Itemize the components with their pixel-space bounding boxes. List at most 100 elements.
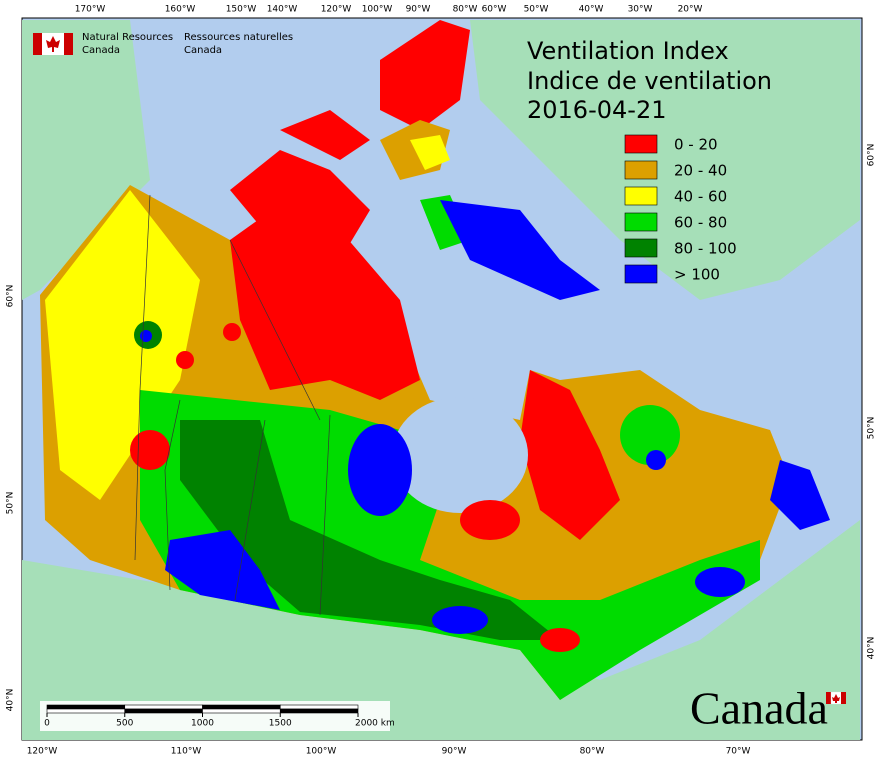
scale-label: 0 — [44, 719, 50, 729]
graticule-label: 70°W — [726, 747, 751, 757]
legend-label: 80 - 100 — [674, 240, 737, 258]
graticule-label: 40°W — [579, 5, 604, 15]
graticule-label: 100°W — [362, 5, 393, 15]
zone — [140, 330, 152, 342]
scale-segment — [46, 708, 126, 714]
legend-swatch — [624, 238, 658, 258]
legend-label: 60 - 80 — [674, 214, 727, 232]
zone — [230, 150, 370, 260]
legend-swatch — [624, 212, 658, 232]
agency-en: Natural Resources — [82, 32, 173, 43]
legend-swatch — [624, 134, 658, 154]
zone — [540, 628, 580, 652]
ventilation-zones — [40, 20, 830, 700]
legend-label: 20 - 40 — [674, 162, 727, 180]
border — [234, 419, 266, 601]
legend-swatch — [624, 264, 658, 284]
border — [319, 414, 331, 616]
scale-segment — [124, 708, 203, 714]
legend-swatch — [624, 186, 658, 206]
scale-segment — [124, 704, 203, 710]
flag-bar — [64, 33, 73, 55]
canada-wordmark: Canada — [690, 683, 846, 734]
graticule-label: 50°N — [6, 492, 16, 515]
scale-label: 2000 km — [355, 719, 395, 729]
scale-segment — [279, 704, 359, 710]
flag-bar — [841, 692, 846, 704]
zone — [223, 323, 241, 341]
zone — [695, 567, 745, 597]
agency-signature: Natural Resources Canada Ressources natu… — [33, 32, 293, 56]
legend-label: 0 - 20 — [674, 136, 718, 154]
graticule-label: 170°W — [75, 5, 106, 15]
graticule-label: 40°N — [867, 637, 877, 660]
zone — [140, 390, 760, 700]
border — [164, 399, 181, 591]
legend-label: > 100 — [674, 266, 720, 284]
graticule-label: 80°W — [580, 747, 605, 757]
graticule-label: 90°W — [442, 747, 467, 757]
graticule-label: 110°W — [171, 747, 202, 757]
border — [229, 239, 321, 421]
graticule-label: 50°W — [524, 5, 549, 15]
scale-segment — [279, 708, 359, 714]
graticule-label: 140°W — [267, 5, 298, 15]
scale-label: 500 — [116, 719, 133, 729]
scale-label: 1500 — [269, 719, 292, 729]
zone — [180, 420, 560, 640]
maple-leaf — [832, 694, 840, 703]
zone — [520, 370, 620, 540]
united-states — [22, 520, 860, 740]
graticule: 170°W 160°W 150°W 140°W 120°W 100°W 90°W 80°W 60… — [6, 5, 877, 757]
zone — [420, 195, 470, 250]
graticule-label: 50°N — [867, 417, 877, 440]
alaska — [22, 20, 150, 300]
hudson-bay — [392, 397, 528, 513]
map-title: Indice de ventilation — [527, 67, 772, 95]
graticule-label: 80°W — [453, 5, 478, 15]
flag-bar — [33, 33, 42, 55]
graticule-label: 60°N — [867, 144, 877, 167]
scale-segment — [202, 704, 281, 710]
zone — [280, 110, 370, 160]
flag-bar — [826, 692, 831, 704]
zone — [432, 606, 488, 634]
zone — [380, 20, 470, 130]
greenland — [470, 20, 860, 300]
scale-bar: 0 500 1000 1500 2000 km — [40, 701, 395, 731]
land — [22, 20, 860, 740]
zone — [620, 405, 680, 465]
graticule-label: 60°W — [482, 5, 507, 15]
graticule-label: 60°N — [6, 285, 16, 308]
zone — [460, 500, 520, 540]
graticule-label: 160°W — [165, 5, 196, 15]
map-title: Ventilation Index — [527, 37, 729, 65]
zone — [440, 200, 600, 300]
graticule-label: 90°W — [406, 5, 431, 15]
agency-en: Canada — [82, 45, 120, 56]
agency-fr: Ressources naturelles — [184, 32, 293, 43]
legend-label: 40 - 60 — [674, 188, 727, 206]
scale-segment — [202, 708, 281, 714]
zone — [130, 430, 170, 470]
wordmark: Canada — [690, 683, 828, 734]
zone — [646, 450, 666, 470]
zone — [176, 351, 194, 369]
graticule-label: 120°W — [321, 5, 352, 15]
maple-leaf — [46, 36, 60, 52]
graticule-label: 40°N — [6, 689, 16, 712]
zone — [770, 460, 830, 530]
agency-fr: Canada — [184, 45, 222, 56]
border — [134, 194, 151, 561]
zone — [45, 190, 200, 500]
graticule-label: 150°W — [226, 5, 257, 15]
zone — [410, 135, 450, 170]
zone — [165, 530, 280, 610]
graticule-label: 100°W — [306, 747, 337, 757]
legend-swatch — [624, 160, 658, 180]
zone — [348, 424, 412, 516]
scale-segment — [46, 704, 126, 710]
graticule-label: 30°W — [628, 5, 653, 15]
scale-label: 1000 — [191, 719, 214, 729]
